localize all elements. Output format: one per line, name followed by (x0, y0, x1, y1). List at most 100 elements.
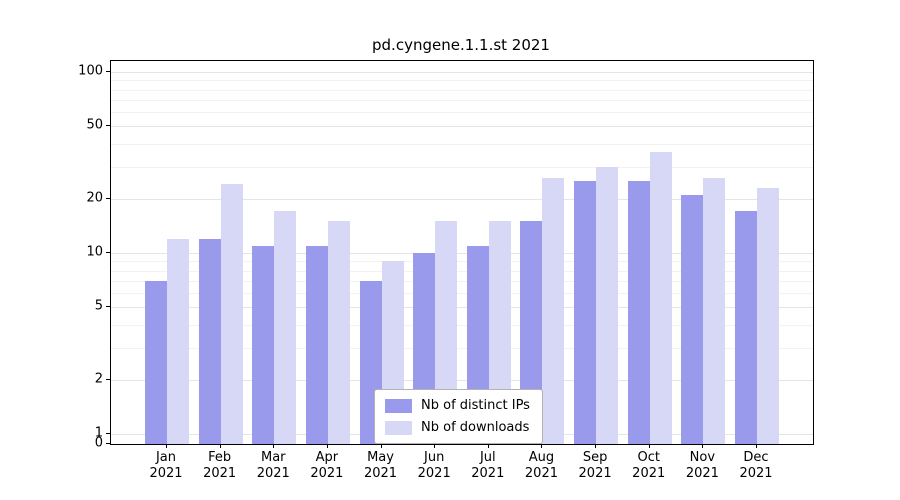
legend-label: Nb of downloads (421, 420, 530, 435)
x-tick-mark (219, 444, 221, 448)
legend-label: Nb of distinct IPs (421, 398, 530, 413)
plot-area: Nb of distinct IPs Nb of downloads (110, 60, 814, 445)
year-label: 2021 (632, 466, 666, 482)
year-label: 2021 (739, 466, 773, 482)
minor-gridline (111, 112, 813, 114)
x-tick-mark (434, 444, 436, 448)
x-tick-mark (702, 444, 704, 448)
bar-downloads-nov (703, 177, 726, 444)
month-label: Jun (424, 450, 445, 465)
x-tick-label: Sep 2021 (563, 450, 627, 483)
year-label: 2021 (256, 466, 290, 482)
bar-downloads-jul (488, 221, 511, 444)
legend-swatch-distinct-ips (385, 398, 412, 413)
legend-item: Nb of downloads (385, 420, 530, 435)
x-tick-mark (487, 444, 489, 448)
major-gridline (111, 72, 813, 73)
minor-gridline (111, 293, 813, 295)
y-tick-label: 2 (94, 371, 103, 386)
x-tick-label: Aug 2021 (509, 450, 573, 483)
x-tick-mark (380, 444, 382, 448)
month-label: Oct (637, 450, 660, 465)
bar-downloads-aug (542, 177, 565, 444)
major-gridline (111, 307, 813, 309)
major-gridline (111, 379, 813, 381)
minor-gridline (111, 144, 813, 146)
year-label: 2021 (524, 466, 558, 482)
legend-item: Nb of distinct IPs (385, 398, 530, 413)
month-label: Nov (689, 450, 716, 465)
y-tick-mark (106, 433, 110, 434)
year-label: 2021 (471, 466, 505, 482)
x-tick-mark (595, 444, 597, 448)
bar-downloads-oct (649, 152, 672, 444)
month-label: Apr (315, 450, 339, 465)
minor-gridline (111, 166, 813, 168)
minor-gridline (111, 281, 813, 283)
x-tick-label: Jul 2021 (456, 450, 520, 483)
minor-gridline (111, 261, 813, 263)
month-label: Aug (528, 450, 555, 465)
x-tick-mark (756, 444, 757, 448)
x-tick-mark (273, 444, 275, 448)
x-tick-label: May 2021 (349, 450, 413, 483)
chart-title: pd.cyngene.1.1.st 2021 (372, 36, 550, 54)
year-label: 2021 (417, 466, 451, 482)
month-label: Feb (208, 450, 232, 465)
major-gridline (111, 198, 813, 200)
year-label: 2021 (363, 466, 398, 482)
major-gridline (111, 253, 813, 254)
month-label: Sep (582, 450, 608, 465)
bar-distinct-ips-aug (520, 221, 543, 444)
bar-downloads-feb (220, 184, 243, 444)
y-tick-mark (106, 443, 110, 444)
y-tick-mark (106, 306, 110, 308)
minor-gridline (111, 100, 813, 102)
bar-downloads-apr (327, 221, 350, 444)
x-tick-mark (541, 444, 543, 448)
minor-gridline (111, 80, 813, 82)
bar-downloads-jun (435, 221, 458, 444)
bar-distinct-ips-apr (305, 245, 328, 444)
minor-gridline (111, 89, 813, 91)
y-tick-label: 20 (86, 190, 103, 205)
year-label: 2021 (578, 466, 612, 482)
bar-distinct-ips-oct (627, 180, 650, 444)
x-tick-label: Apr 2021 (295, 450, 359, 483)
legend-swatch-downloads (385, 420, 412, 435)
y-tick-label: 0 (94, 435, 103, 451)
x-tick-mark (648, 444, 650, 448)
minor-gridline (111, 347, 813, 349)
y-tick-label: 1 (94, 425, 103, 441)
month-label: Jan (155, 450, 177, 465)
bar-downloads-sep (596, 166, 619, 444)
year-label: 2021 (685, 466, 719, 482)
y-tick-mark (106, 125, 110, 127)
month-label: Dec (743, 450, 769, 465)
y-tick-mark (106, 252, 110, 253)
bar-distinct-ips-nov (681, 194, 704, 444)
y-tick-mark (106, 378, 110, 380)
y-tick-label: 10 (86, 244, 103, 260)
bar-distinct-ips-sep (574, 180, 597, 444)
y-tick-label: 50 (86, 117, 103, 133)
year-label: 2021 (203, 466, 237, 482)
x-tick-mark (166, 444, 167, 448)
x-tick-label: Jan 2021 (134, 450, 198, 483)
x-tick-label: Mar 2021 (241, 450, 305, 483)
legend: Nb of distinct IPs Nb of downloads (374, 389, 543, 444)
minor-gridline (111, 270, 813, 272)
x-tick-label: Jun 2021 (402, 450, 466, 483)
major-gridline (111, 126, 813, 128)
month-label: May (367, 450, 394, 465)
bar-distinct-ips-mar (252, 245, 275, 444)
month-label: Mar (261, 450, 286, 465)
bar-downloads-mar (274, 211, 297, 444)
x-tick-label: Oct 2021 (617, 450, 681, 483)
bar-distinct-ips-jan (145, 281, 167, 444)
x-tick-mark (326, 444, 328, 448)
x-tick-label: Dec 2021 (724, 450, 788, 483)
year-label: 2021 (310, 466, 344, 482)
bar-downloads-jan (167, 238, 189, 444)
